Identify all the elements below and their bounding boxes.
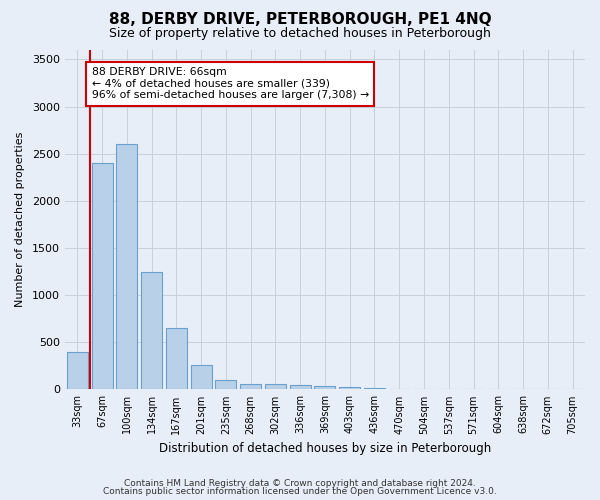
Text: Size of property relative to detached houses in Peterborough: Size of property relative to detached ho… [109, 28, 491, 40]
Bar [290, 384, 311, 390]
Y-axis label: Number of detached properties: Number of detached properties [15, 132, 25, 308]
Text: Contains HM Land Registry data © Crown copyright and database right 2024.: Contains HM Land Registry data © Crown c… [124, 478, 476, 488]
Bar [166, 328, 187, 390]
Bar [240, 384, 261, 390]
Bar [116, 144, 137, 390]
Text: 88 DERBY DRIVE: 66sqm
← 4% of detached houses are smaller (339)
96% of semi-deta: 88 DERBY DRIVE: 66sqm ← 4% of detached h… [92, 67, 369, 100]
Bar [364, 388, 385, 390]
Bar [67, 352, 88, 390]
Bar [215, 380, 236, 390]
Bar [191, 365, 212, 390]
X-axis label: Distribution of detached houses by size in Peterborough: Distribution of detached houses by size … [159, 442, 491, 455]
Bar [265, 384, 286, 390]
Bar [92, 163, 113, 390]
Bar [314, 386, 335, 390]
Bar [141, 272, 162, 390]
Text: Contains public sector information licensed under the Open Government Licence v3: Contains public sector information licen… [103, 487, 497, 496]
Text: 88, DERBY DRIVE, PETERBOROUGH, PE1 4NQ: 88, DERBY DRIVE, PETERBOROUGH, PE1 4NQ [109, 12, 491, 28]
Bar [339, 386, 360, 390]
